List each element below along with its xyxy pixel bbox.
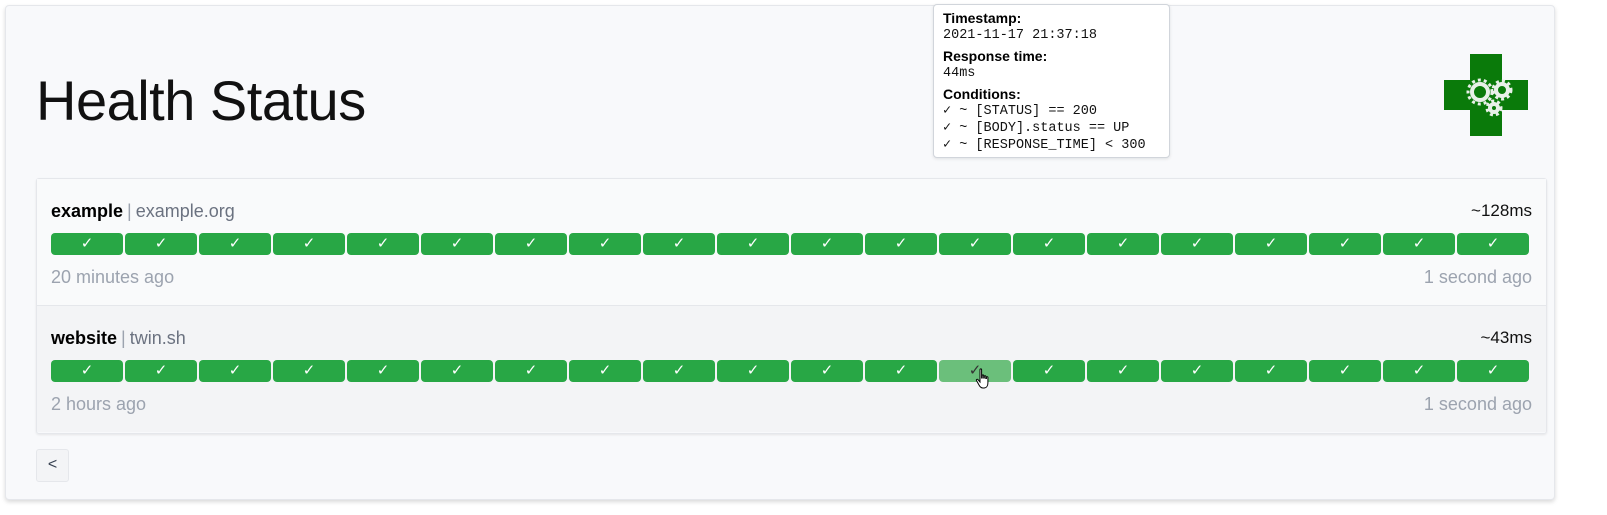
- result-bar[interactable]: ✓: [273, 233, 345, 255]
- result-bar[interactable]: ✓: [865, 360, 937, 382]
- result-bar[interactable]: ✓: [1457, 233, 1529, 255]
- result-bar[interactable]: ✓: [125, 360, 197, 382]
- result-bar[interactable]: ✓: [421, 360, 493, 382]
- result-bar[interactable]: ✓: [791, 360, 863, 382]
- result-bar[interactable]: ✓: [569, 360, 641, 382]
- condition-item: ✓ ~ [RESPONSE_TIME] < 300: [943, 138, 1146, 153]
- previous-page-button[interactable]: <: [36, 449, 69, 482]
- result-bar[interactable]: ✓: [643, 233, 715, 255]
- response-time-value: 44ms: [943, 66, 976, 81]
- service-name: website | twin.sh: [51, 328, 186, 349]
- result-bar[interactable]: ✓: [1161, 233, 1233, 255]
- result-bars: ✓ ✓ ✓ ✓ ✓ ✓ ✓ ✓ ✓ ✓ ✓ ✓ ✓ ✓ ✓ ✓ ✓ ✓ ✓ ✓: [51, 360, 1529, 382]
- service-host: twin.sh: [129, 328, 186, 348]
- result-bar[interactable]: ✓: [569, 233, 641, 255]
- separator: |: [121, 328, 126, 348]
- oldest-result-time: 20 minutes ago: [51, 267, 175, 287]
- service-name: example | example.org: [51, 201, 235, 222]
- service-title: example: [51, 201, 124, 221]
- page-title: Health Status: [36, 69, 366, 132]
- result-bar[interactable]: ✓: [865, 233, 937, 255]
- service-host: example.org: [135, 201, 235, 221]
- result-bar[interactable]: ✓: [125, 233, 197, 255]
- result-bar[interactable]: ✓: [939, 360, 1011, 382]
- result-bar[interactable]: ✓: [1161, 360, 1233, 382]
- timestamp-value: 2021-11-17 21:37:18: [943, 28, 1097, 43]
- separator: |: [127, 201, 132, 221]
- response-time-label: Response time:: [943, 48, 1048, 64]
- result-bar[interactable]: ✓: [1457, 360, 1529, 382]
- result-bar[interactable]: ✓: [791, 233, 863, 255]
- result-bar[interactable]: ✓: [643, 360, 715, 382]
- result-bar[interactable]: ✓: [495, 233, 567, 255]
- result-bar[interactable]: ✓: [1013, 360, 1085, 382]
- result-bar[interactable]: ✓: [1087, 233, 1159, 255]
- health-status-card: Health Status example | example.org ~128ms…: [5, 5, 1555, 500]
- result-bar[interactable]: ✓: [1383, 233, 1455, 255]
- result-bar[interactable]: ✓: [717, 233, 789, 255]
- result-bar[interactable]: ✓: [1309, 360, 1381, 382]
- average-response-time: ~128ms: [1471, 201, 1532, 220]
- newest-result-time: 1 second ago: [1423, 394, 1532, 414]
- result-bar[interactable]: ✓: [1013, 233, 1085, 255]
- service-title: website: [51, 328, 118, 348]
- service-row: example | example.org ~128ms ✓ ✓ ✓ ✓ ✓ ✓ ✓ ✓ ✓ ✓ ✓ ✓ ✓…: [37, 179, 1546, 306]
- result-bar[interactable]: ✓: [199, 233, 271, 255]
- result-bars: ✓ ✓ ✓ ✓ ✓ ✓ ✓ ✓ ✓ ✓ ✓ ✓ ✓ ✓ ✓ ✓ ✓ ✓ ✓ ✓: [51, 233, 1529, 255]
- result-tooltip: Timestamp: 2021-11-17 21:37:18 Response …: [933, 4, 1170, 158]
- result-bar[interactable]: ✓: [51, 360, 123, 382]
- conditions-label: Conditions:: [943, 86, 1021, 102]
- result-bar[interactable]: ✓: [939, 233, 1011, 255]
- result-bar[interactable]: ✓: [421, 233, 493, 255]
- result-bar[interactable]: ✓: [1309, 233, 1381, 255]
- result-bar[interactable]: ✓: [51, 233, 123, 255]
- result-bar[interactable]: ✓: [347, 360, 419, 382]
- timestamp-label: Timestamp:: [943, 10, 1022, 26]
- newest-result-time: 1 second ago: [1423, 267, 1532, 287]
- average-response-time: ~43ms: [1480, 328, 1533, 347]
- result-bar[interactable]: ✓: [1235, 360, 1307, 382]
- condition-item: ✓ ~ [BODY].status == UP: [943, 121, 1130, 136]
- service-row: website | twin.sh ~43ms ✓ ✓ ✓ ✓ ✓ ✓ ✓ ✓ ✓ ✓ ✓ ✓ ✓ ✓ ✓ ✓ ✓ ✓…: [37, 306, 1546, 432]
- health-cross-gears-logo: [1444, 54, 1528, 136]
- result-bar[interactable]: ✓: [495, 360, 567, 382]
- result-bar[interactable]: ✓: [1235, 233, 1307, 255]
- result-bar[interactable]: ✓: [347, 233, 419, 255]
- result-bar[interactable]: ✓: [199, 360, 271, 382]
- hand-cursor-icon: [975, 368, 989, 389]
- oldest-result-time: 2 hours ago: [51, 394, 147, 414]
- service-list: example | example.org ~128ms ✓ ✓ ✓ ✓ ✓ ✓ ✓ ✓ ✓ ✓ ✓ ✓ ✓…: [36, 178, 1547, 434]
- result-bar[interactable]: ✓: [273, 360, 345, 382]
- condition-item: ✓ ~ [STATUS] == 200: [943, 104, 1097, 119]
- result-bar[interactable]: ✓: [1383, 360, 1455, 382]
- result-bar[interactable]: ✓: [1087, 360, 1159, 382]
- result-bar[interactable]: ✓: [717, 360, 789, 382]
